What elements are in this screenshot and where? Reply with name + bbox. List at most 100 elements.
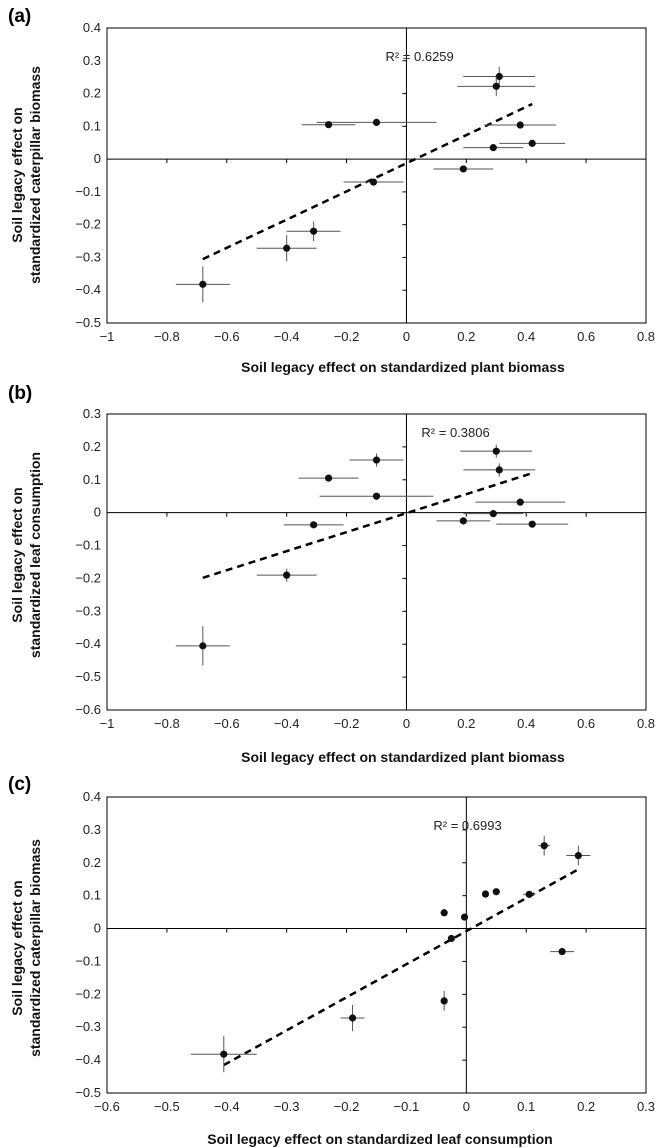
x-tick-label: 0.4 — [517, 329, 535, 344]
x-tick-label: 0 — [403, 329, 410, 344]
y-tick-label: −0.1 — [75, 538, 101, 553]
x-tick-label: 0.2 — [457, 716, 475, 731]
data-point — [310, 521, 318, 529]
data-point — [492, 447, 500, 455]
data-point — [310, 227, 318, 235]
data-point — [495, 466, 503, 474]
trendline — [223, 868, 579, 1067]
trendline — [202, 472, 533, 579]
x-tick-label: 0.8 — [637, 329, 655, 344]
x-tick-label: −0.2 — [334, 1099, 360, 1114]
x-tick-label: −0.5 — [154, 1099, 180, 1114]
y-tick-label: 0.3 — [83, 53, 101, 68]
data-point — [489, 144, 497, 152]
data-point — [348, 1014, 357, 1022]
y-tick-label: −0.2 — [75, 986, 101, 1001]
data-point — [459, 517, 467, 525]
data-point — [440, 997, 448, 1005]
y-tick-label: −0.3 — [75, 1019, 101, 1034]
x-axis-label: Soil legacy effect on standardized plant… — [241, 359, 565, 375]
y-tick-label: −0.5 — [75, 315, 101, 330]
data-point — [492, 82, 500, 90]
y-tick-label: 0.4 — [83, 20, 101, 35]
y-axis-label-line2: standardized leaf consumption — [27, 452, 43, 658]
y-axis-label-line1: Soil legacy effect on — [9, 880, 25, 1015]
x-axis-label: Soil legacy effect on standardized plant… — [241, 749, 565, 765]
x-tick-label: −0.1 — [394, 1099, 420, 1114]
y-axis-label-line1: Soil legacy effect on — [9, 107, 25, 242]
y-tick-label: 0 — [94, 151, 101, 166]
y-tick-label: 0.2 — [83, 855, 101, 870]
data-point — [220, 1050, 228, 1058]
x-tick-label: −0.6 — [214, 716, 240, 731]
data-point — [372, 456, 381, 464]
y-axis-label-line2: standardized caterpillar biomass — [27, 839, 43, 1057]
data-point — [540, 842, 548, 850]
data-point — [459, 165, 467, 173]
data-point — [558, 947, 566, 956]
x-tick-label: −0.4 — [274, 329, 300, 344]
r-squared-annotation: R² = 0.6259 — [385, 49, 453, 64]
y-tick-label: −0.5 — [75, 1085, 101, 1100]
data-point — [492, 888, 500, 896]
y-tick-label: 0.1 — [83, 118, 101, 133]
plot-frame — [106, 796, 647, 1094]
data-point — [460, 913, 469, 921]
data-point — [440, 909, 448, 917]
y-tick-label: −0.1 — [75, 184, 101, 199]
x-tick-label: 0.6 — [577, 329, 595, 344]
data-point — [283, 571, 291, 579]
data-point — [199, 280, 207, 288]
y-tick-label: 0.3 — [83, 406, 101, 421]
y-tick-label: −0.6 — [75, 702, 101, 717]
data-point — [574, 851, 582, 860]
x-tick-label: −0.6 — [94, 1099, 120, 1114]
x-tick-label: 0.2 — [457, 329, 475, 344]
r-squared-annotation: R² = 0.3806 — [421, 425, 489, 440]
panel-b: (b) Soil legacy effect on standardized p… — [8, 383, 655, 765]
panel-label: (a) — [8, 6, 31, 27]
data-point — [481, 890, 490, 898]
y-tick-label: 0 — [94, 505, 101, 520]
x-tick-label: 0.1 — [517, 1099, 535, 1114]
r-squared-annotation: R² = 0.6993 — [433, 818, 501, 833]
x-axis-label: Soil legacy effect on standardized leaf … — [207, 1131, 552, 1147]
data-point — [283, 244, 291, 252]
y-tick-label: 0.2 — [83, 439, 101, 454]
y-tick-label: −0.5 — [75, 669, 101, 684]
x-tick-label: −0.2 — [334, 329, 360, 344]
x-tick-label: 0.6 — [577, 716, 595, 731]
y-tick-label: −0.4 — [75, 636, 101, 651]
y-tick-label: −0.3 — [75, 249, 101, 264]
panel-label: (b) — [8, 383, 32, 404]
y-tick-label: −0.4 — [75, 1052, 101, 1067]
x-tick-label: 0.3 — [637, 1099, 655, 1114]
y-tick-label: 0.1 — [83, 472, 101, 487]
data-point — [528, 520, 536, 528]
data-point — [516, 498, 524, 506]
panel-c: (c) Soil legacy effect on standardized l… — [8, 774, 655, 1147]
data-point — [372, 118, 381, 126]
data-point — [324, 121, 333, 129]
y-axis-label-line1: Soil legacy effect on — [9, 487, 25, 622]
y-tick-label: 0.3 — [83, 822, 101, 837]
y-tick-label: 0.4 — [83, 789, 101, 804]
data-point — [199, 642, 207, 650]
data-point — [372, 492, 381, 500]
plot-frame — [106, 27, 647, 324]
y-tick-label: −0.3 — [75, 603, 101, 618]
data-point — [528, 139, 536, 147]
x-tick-label: −0.8 — [154, 329, 180, 344]
x-tick-label: −1 — [100, 329, 115, 344]
x-tick-label: 0 — [463, 1099, 470, 1114]
x-tick-label: −0.4 — [214, 1099, 240, 1114]
panel-label: (c) — [8, 774, 31, 795]
data-point — [489, 510, 497, 518]
y-tick-label: −0.2 — [75, 570, 101, 585]
data-point — [324, 474, 333, 482]
x-tick-label: 0.2 — [577, 1099, 595, 1114]
panel-a: (a) Soil legacy effect on standardized p… — [8, 6, 655, 375]
x-tick-label: 0 — [403, 716, 410, 731]
x-tick-label: −0.2 — [334, 716, 360, 731]
